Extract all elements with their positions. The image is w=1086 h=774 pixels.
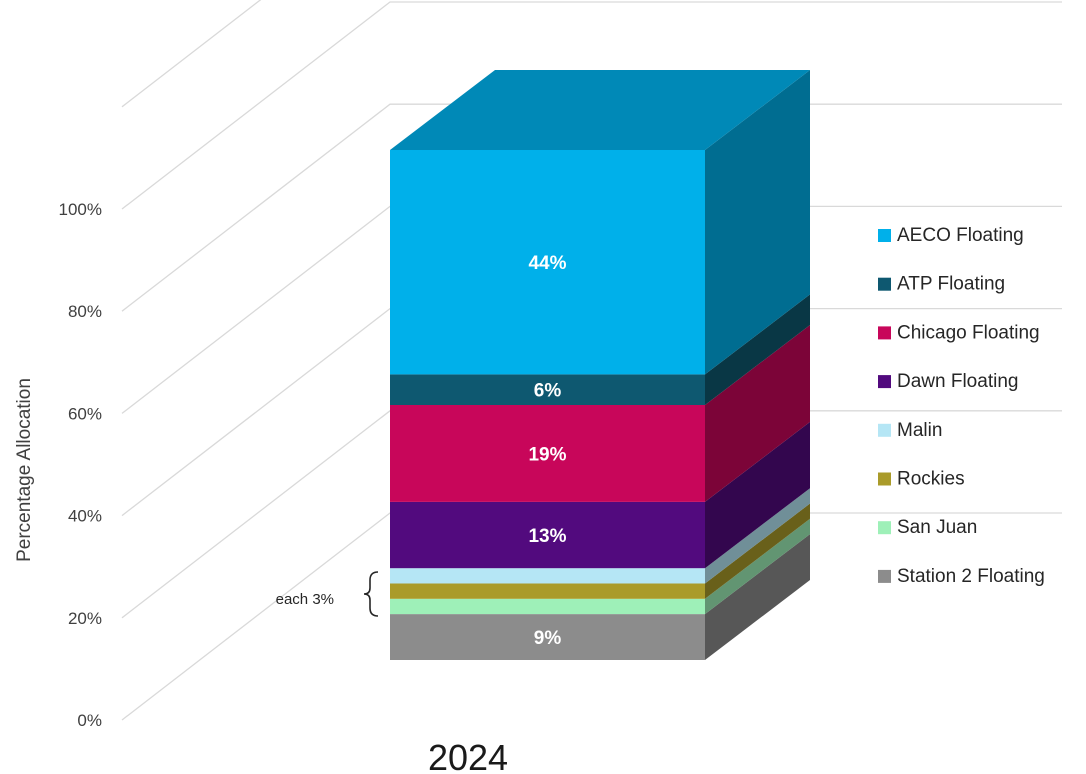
bar-segment-front [390, 405, 705, 502]
bar-segment-side [705, 294, 810, 405]
legend-label: ATP Floating [897, 274, 1005, 295]
bar-top-face [390, 70, 810, 150]
legend-swatch [878, 472, 891, 486]
gridline [121, 1, 1062, 210]
gridline [121, 0, 262, 108]
y-tick-label: 40% [68, 507, 102, 526]
bar-segment-front [390, 614, 705, 660]
bar-segment-side [705, 518, 810, 615]
bar-segment-front [390, 501, 705, 569]
gridline [121, 103, 1062, 312]
bar-segment-front [390, 583, 705, 599]
bar-segment-side [705, 488, 810, 584]
annotation-text: each 3% [276, 591, 334, 608]
legend-swatch [878, 326, 891, 340]
segment-label: 9% [534, 628, 562, 649]
bar-segment-front [390, 568, 705, 584]
legend-label: Malin [897, 420, 942, 441]
segment-label: 44% [528, 253, 566, 274]
legend: AECO Floating ATP Floating Chicago Floatin… [878, 225, 1045, 587]
legend-label: San Juan [897, 517, 977, 538]
legend-swatch [878, 229, 891, 242]
y-tick-label: 20% [68, 609, 102, 628]
legend-label: Dawn Floating [897, 371, 1018, 392]
bar-segment-front [390, 150, 705, 375]
bar-segment-side [705, 534, 810, 660]
y-tick-label: 60% [68, 404, 102, 423]
legend-label: Station 2 Floating [897, 566, 1045, 587]
legend-label: AECO Floating [897, 225, 1024, 246]
segment-label: 19% [528, 444, 566, 465]
bar-segment-side [705, 503, 810, 599]
y-tick-label: 100% [59, 200, 102, 219]
legend-swatch [878, 521, 891, 535]
legend-label: Chicago Floating [897, 322, 1040, 343]
segment-label: 13% [528, 526, 566, 547]
legend-swatch [878, 423, 891, 437]
y-tick-label: 0% [77, 711, 102, 730]
segment-label: 6% [534, 381, 562, 402]
bar-segment-front [390, 598, 705, 615]
y-tick-label: 80% [68, 302, 102, 321]
legend-swatch [878, 375, 891, 389]
x-category-label: 2024 [428, 737, 508, 774]
bar-segment-side [705, 325, 810, 502]
annotation-brace [363, 571, 379, 617]
bar-stack [390, 70, 810, 660]
bar-segment-side [705, 70, 810, 375]
legend-swatch [878, 569, 891, 583]
y-tick-labels: 0% 20% 40% 60% 80% 100% [59, 200, 102, 730]
y-axis-label: Percentage Allocation [14, 378, 35, 562]
legend-label: Rockies [897, 469, 965, 490]
small-segments-annotation: each 3% [276, 571, 379, 617]
bar-segment-side [705, 421, 810, 569]
bar-segment-front [390, 374, 705, 405]
legend-swatch [878, 277, 891, 291]
segment-labels: 9% 13% 19% 6% 44% [528, 253, 566, 649]
